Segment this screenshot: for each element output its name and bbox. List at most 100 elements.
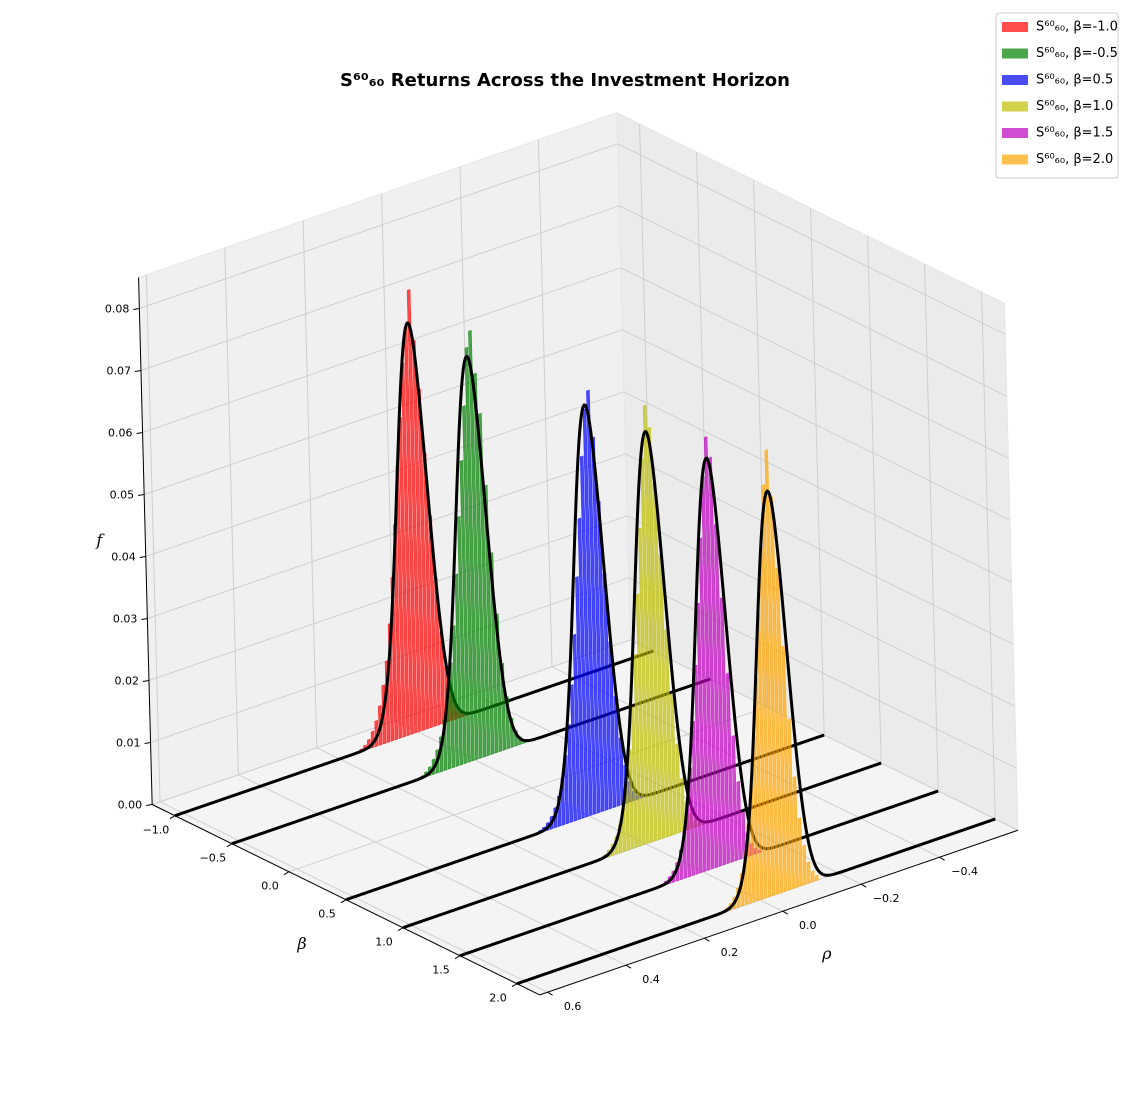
x-tick-label: 0.0 [799, 919, 817, 932]
x-tick-label: 0.6 [564, 1000, 582, 1013]
tick-mark [144, 742, 151, 744]
histogram-bar [652, 483, 666, 839]
tick-mark [139, 556, 146, 558]
histogram-bar [736, 780, 742, 861]
histogram-bar [714, 523, 727, 866]
plot-area [174, 289, 996, 986]
histogram-bar [670, 692, 678, 835]
z-axis-line [138, 277, 153, 805]
histogram-bar [675, 743, 682, 834]
legend-swatch [1002, 22, 1028, 32]
y-tick-label: −1.0 [143, 824, 170, 837]
histogram-bar [608, 640, 617, 809]
histogram-bar [664, 628, 674, 837]
x-axis-label: ρ [821, 944, 832, 963]
series-group [174, 289, 654, 818]
histogram-bar [761, 483, 776, 897]
grid-line [145, 391, 625, 557]
grid-line [288, 706, 768, 873]
grid-line [617, 143, 1006, 335]
z-tick-label: 0.01 [116, 737, 141, 750]
grid-line [981, 291, 996, 820]
histogram-bar [797, 817, 803, 887]
histogram-bar [781, 645, 792, 891]
tick-mark [136, 432, 143, 434]
legend-swatch [1002, 75, 1028, 85]
histogram-bar [473, 372, 487, 758]
histogram-bar [792, 775, 799, 889]
fit-curve [459, 456, 939, 958]
histogram-bar [658, 553, 670, 838]
z-tick-label: 0.03 [113, 613, 138, 626]
histogram-bar [810, 870, 815, 883]
histogram-bar [468, 329, 483, 759]
grid-line [620, 267, 1009, 459]
histogram-bar [642, 404, 658, 842]
legend-swatch [1002, 154, 1028, 165]
z-tick-label: 0.06 [108, 427, 133, 440]
grid-line [140, 205, 620, 371]
x-axis-line [539, 829, 1019, 996]
histogram-bar [725, 672, 735, 863]
y-tick-label: 2.0 [489, 992, 507, 1005]
tick-mark [704, 937, 710, 942]
histogram-bar [459, 459, 471, 763]
y-axis-label: β [296, 934, 306, 953]
legend: S⁶⁰₆₀, β=-1.0 S⁶⁰₆₀, β=-0.5 S⁶⁰₆₀, β=0.5 S⁶… [995, 12, 1119, 179]
z-tick-label: 0.04 [111, 551, 136, 564]
histogram-bar [749, 784, 756, 903]
grid-line [145, 274, 161, 802]
grid-line [622, 329, 1011, 521]
x-tick-label: −0.2 [873, 892, 900, 905]
tick-mark [511, 983, 518, 988]
histogram-bar [462, 405, 475, 762]
grid-line [623, 391, 1012, 583]
tick-mark [939, 856, 945, 861]
histogram-bar [814, 874, 819, 882]
axes: −0.4 −0.2 0.0 0.2 0.4 0.6 −1.0 −0.5 0.0 0.5 1.0 1.5… [95, 277, 1019, 1013]
z-tick-label: 0.07 [106, 365, 131, 378]
tick-mark [860, 883, 867, 888]
series-group [516, 449, 996, 986]
tick-mark [138, 494, 145, 496]
histogram-bar [406, 289, 422, 733]
grid-line [142, 267, 621, 433]
grid-line [139, 143, 618, 309]
histogram-bar [731, 735, 739, 862]
series-group [345, 389, 825, 902]
tick-mark [454, 955, 461, 960]
series-group [459, 436, 939, 958]
histogram-bar [577, 517, 589, 818]
tick-mark [141, 618, 148, 620]
histogram-bar [403, 325, 418, 734]
y-tick-label: 1.5 [432, 964, 450, 977]
z-tick-label: 0.08 [105, 303, 130, 316]
legend-swatch [1002, 101, 1028, 112]
grid-line [625, 453, 1014, 645]
z-tick-label: 0.05 [110, 489, 135, 502]
tick-mark [625, 964, 632, 969]
z-axis-label: f [95, 531, 105, 550]
fit-curve [174, 321, 654, 818]
grid-line [867, 235, 882, 764]
tick-mark [134, 370, 142, 372]
legend-swatch [1002, 48, 1028, 59]
tick-mark [226, 843, 233, 848]
grid-line [628, 577, 1017, 769]
legend-label: S⁶⁰₆₀, β=-1.0 [1036, 20, 1118, 35]
histogram-bar [703, 436, 719, 869]
tick-mark [146, 804, 153, 806]
grid-line [224, 247, 239, 775]
histogram-bar [764, 449, 780, 895]
legend-label: S⁶⁰₆₀, β=1.5 [1036, 126, 1113, 141]
legend-swatch [1002, 128, 1028, 138]
chart-title: S⁶⁰₆₀ Returns Across the Investment Hori… [340, 70, 790, 91]
y-tick-label: 0.5 [318, 908, 336, 921]
grid-line [618, 205, 1008, 397]
histogram-bar [602, 572, 613, 810]
grid-line [924, 263, 939, 792]
grid-line [537, 139, 553, 667]
tick-mark [782, 910, 789, 915]
legend-label: S⁶⁰₆₀, β=0.5 [1036, 73, 1113, 88]
